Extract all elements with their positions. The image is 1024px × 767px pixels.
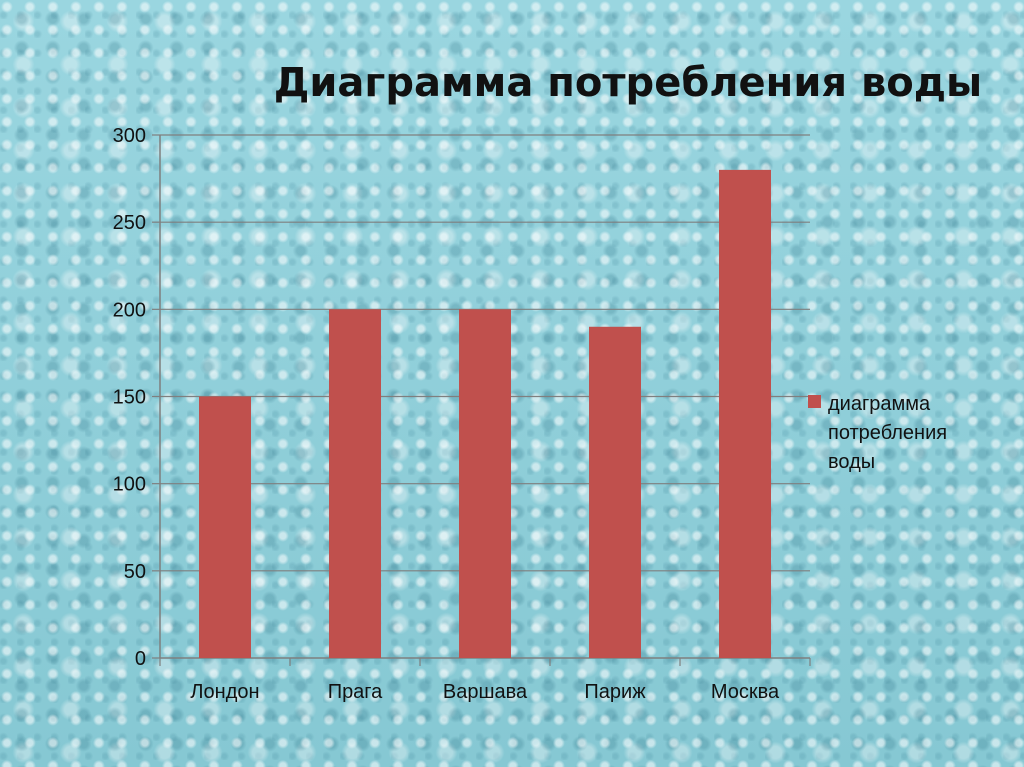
y-tick-label: 200 [113, 299, 146, 321]
x-tick-label: Прага [328, 681, 383, 703]
x-tick-label: Париж [584, 681, 646, 703]
legend-label-line-2: потребления [828, 422, 947, 444]
bar [199, 396, 251, 658]
x-axis-ticks: Лондон Прага Варшава Париж Москва [159, 658, 811, 703]
chart-title: Диаграмма потребления воды [273, 60, 983, 106]
bar [719, 169, 771, 658]
y-tick-label: 250 [113, 212, 146, 234]
bar [329, 309, 381, 658]
bars [199, 169, 771, 658]
y-tick-label: 100 [113, 474, 146, 496]
legend-label-line-3: воды [828, 451, 875, 473]
y-axis-ticks: 0 50 100 150 200 250 300 [113, 125, 160, 670]
legend-swatch [808, 395, 821, 408]
bar [459, 309, 511, 658]
y-tick-label: 50 [124, 561, 146, 583]
y-tick-label: 300 [113, 125, 146, 147]
legend: диаграмма потребления воды [808, 393, 947, 473]
y-tick-label: 0 [135, 648, 146, 670]
x-tick-label: Лондон [190, 681, 259, 703]
legend-label-line-1: диаграмма [828, 393, 931, 415]
y-tick-label: 150 [113, 387, 146, 409]
x-tick-label: Москва [711, 681, 780, 703]
bar [589, 326, 641, 658]
x-tick-label: Варшава [443, 681, 528, 703]
